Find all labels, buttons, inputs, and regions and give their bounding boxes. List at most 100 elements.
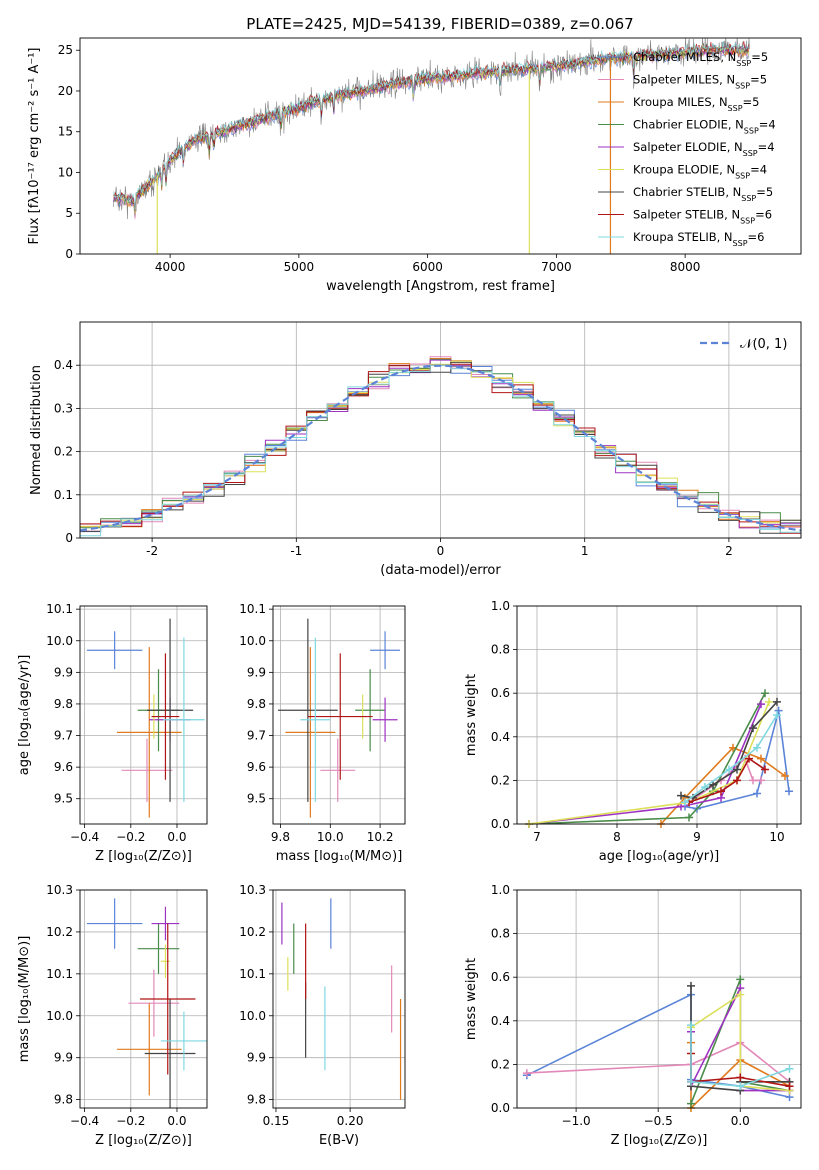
x-tick-label: 8: [613, 830, 621, 844]
y-axis-label: mass weight: [464, 674, 479, 756]
y-tick-label: 5: [65, 206, 73, 220]
weight-marker: [749, 776, 757, 785]
y-tick-label: 0: [65, 531, 73, 545]
legend: Chabrier MILES, NSSP=5 Salpeter MILES, NS…: [598, 50, 776, 248]
y-tick-label: 0.3: [54, 401, 73, 415]
y-tick-label: 9.7: [54, 729, 73, 743]
x-tick-label: 10: [769, 830, 784, 844]
normal-reference-curve: [80, 364, 801, 532]
model-spectrum: [113, 41, 750, 210]
y-tick-label: 9.8: [54, 697, 73, 711]
y-tick-label: 20: [58, 84, 73, 98]
x-tick-label: 0.0: [731, 1114, 750, 1128]
y-tick-label: 0.4: [491, 730, 510, 744]
y-axis-label: mass [log₁₀(M/M⊙)]: [17, 936, 32, 1063]
y-tick-label: 0.6: [491, 970, 510, 984]
axes-frame: [79, 37, 802, 255]
model-spectrum: [113, 40, 750, 210]
x-tick-label: 0.0: [167, 1114, 186, 1128]
x-axis-label: Z [log₁₀(Z/Z⊙)]: [95, 849, 192, 864]
y-tick-label: 0.8: [491, 927, 510, 941]
x-tick-label: 4000: [155, 260, 186, 274]
x-tick-label: 8000: [670, 260, 701, 274]
y-tick-label: 9.5: [54, 792, 73, 806]
y-axis-label: Flux [fλ10⁻¹⁷ erg cm⁻² s⁻¹ A⁻¹]: [27, 48, 42, 245]
x-tick-label: 9: [693, 830, 701, 844]
weight-marker: [781, 772, 789, 781]
x-tick-label: 10.0: [317, 830, 344, 844]
y-tick-label: 9.9: [54, 665, 73, 679]
x-tick-label: −0.5: [644, 1114, 673, 1128]
weight-lines: [525, 689, 793, 828]
weight-line: [528, 703, 762, 825]
spectrum-title: PLATE=2425, MJD=54139, FIBERID=0389, z=0…: [246, 15, 633, 33]
weight-line: [690, 1025, 790, 1088]
legend-label: Salpeter ELODIE, NSSP=4: [633, 140, 775, 158]
y-tick-label: 10.2: [239, 925, 266, 939]
y-tick-label: 25: [58, 43, 73, 57]
axes-frame: [516, 889, 802, 1109]
x-tick-label: 7000: [541, 260, 572, 274]
x-axis-label: wavelength [Angstrom, rest frame]: [326, 279, 555, 294]
x-axis-label: Z [log₁₀(Z/Z⊙)]: [611, 1133, 708, 1148]
y-tick-label: 10.3: [239, 883, 266, 897]
y-tick-label: 0.4: [54, 358, 73, 372]
weight-line: [526, 1041, 790, 1083]
legend-label: Kroupa STELIB, NSSP=6: [633, 230, 764, 248]
weight-marker: [733, 765, 741, 774]
weight-marker: [736, 990, 745, 999]
spectrum-lines: [113, 38, 750, 254]
y-axis-label: Normed distribution: [29, 365, 44, 495]
weight-marker: [785, 1064, 794, 1073]
legend-label: Kroupa ELODIE, NSSP=4: [633, 163, 767, 181]
error-bars: [281, 898, 402, 1100]
error-bars: [277, 618, 401, 818]
weight-marker: [687, 1021, 696, 1030]
y-tick-label: 10.3: [46, 883, 73, 897]
weight-marker: [717, 787, 725, 796]
weight-marker: [774, 706, 783, 715]
legend-label: Salpeter MILES, NSSP=5: [633, 73, 767, 91]
weight-marker: [761, 765, 769, 774]
x-axis-label: age [log₁₀(age/yr)]: [599, 849, 720, 864]
legend-label: Chabrier ELODIE, NSSP=4: [633, 118, 776, 136]
y-tick-label: 10.0: [46, 634, 73, 648]
weight-marker: [785, 1082, 794, 1091]
y-tick-label: 0.2: [54, 445, 73, 459]
x-axis-label: Z [log₁₀(Z/Z⊙)]: [95, 1133, 192, 1148]
y-tick-label: 9.6: [247, 760, 266, 774]
x-tick-label: 6000: [412, 260, 443, 274]
axes-frame: [516, 605, 802, 825]
weight-marker: [736, 1082, 745, 1091]
weight-marker: [687, 981, 696, 990]
axes-frame: [79, 889, 208, 1109]
axes-frame: [272, 889, 406, 1109]
weight-marker: [757, 700, 765, 709]
weight-marker: [773, 711, 781, 719]
weight-marker: [685, 813, 693, 822]
weight-marker: [753, 743, 761, 752]
x-tick-label: 10.2: [367, 830, 394, 844]
weight-marker: [785, 787, 793, 796]
weight-marker: [687, 1077, 696, 1086]
y-tick-label: 10.1: [46, 602, 73, 616]
y-axis-label: mass weight: [464, 958, 479, 1040]
x-tick-label: 0.0: [167, 830, 186, 844]
x-tick-label: 9.8: [271, 830, 290, 844]
y-tick-label: 10.0: [239, 634, 266, 648]
y-tick-label: 9.8: [247, 697, 266, 711]
axes-frame: [272, 605, 406, 825]
x-tick-label: -1: [290, 544, 302, 558]
x-tick-label: 0: [437, 544, 445, 558]
y-tick-label: 0.0: [491, 817, 510, 831]
x-axis-label: (data-model)/error: [380, 563, 501, 578]
y-tick-label: 10.0: [46, 1009, 73, 1023]
error-bars: [86, 898, 207, 1108]
y-tick-label: 9.9: [54, 1051, 73, 1065]
y-tick-label: 10.1: [239, 602, 266, 616]
y-tick-label: 1.0: [491, 883, 510, 897]
weight-marker: [681, 798, 689, 807]
x-tick-label: -2: [146, 544, 158, 558]
x-tick-label: 1: [581, 544, 589, 558]
